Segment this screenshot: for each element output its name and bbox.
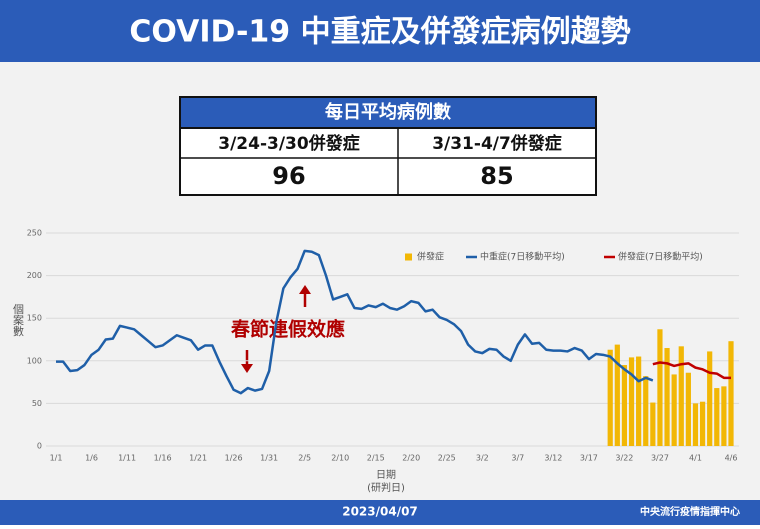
table-border xyxy=(179,96,597,196)
annotation: 春節連假效應 xyxy=(231,318,345,341)
table-column: 3/24-3/30併發症 xyxy=(218,133,359,154)
x-tick-label: 1/6 xyxy=(85,454,98,463)
y-tick-label: 50 xyxy=(32,399,42,408)
footer-date: 2023/04/07 xyxy=(342,505,418,519)
x-tick-label: 3/17 xyxy=(580,454,598,463)
line xyxy=(652,361,731,380)
y-tick-label: 250 xyxy=(27,229,42,238)
bar xyxy=(657,329,663,446)
table-column: 3/31-4/7併發症 xyxy=(432,133,562,154)
legend-label: 併發症(7日移動平均) xyxy=(618,251,703,263)
bar xyxy=(628,357,635,446)
bar xyxy=(650,402,656,446)
x-tick-label: 3/27 xyxy=(651,454,669,463)
arrow-head xyxy=(299,285,311,294)
y-tick-label: 200 xyxy=(27,271,42,280)
bar xyxy=(636,356,642,446)
bar xyxy=(607,349,613,446)
arrow-head xyxy=(241,364,253,373)
x-tick-label: 2/15 xyxy=(367,454,385,463)
bar xyxy=(692,403,699,446)
x-tick-label: 3/22 xyxy=(615,454,633,463)
x-tick-label: 1/21 xyxy=(189,454,207,463)
x-tick-label: 2/10 xyxy=(331,454,349,463)
legend-label: 中重症(7日移動平均) xyxy=(480,251,565,263)
footer-org: 中央流行疫情指揮中心 xyxy=(640,505,740,518)
x-tick-label: 3/7 xyxy=(511,454,524,463)
chart: 個案數 日期 (研判日) 春節連假效應 0 50 100 150 200 250 1/1 1/… xyxy=(12,229,739,494)
x-tick-label: 2/20 xyxy=(402,454,420,463)
legend-swatch xyxy=(405,253,412,261)
footer-band xyxy=(0,500,760,525)
summary-table: 每日平均病例數 3/24-3/30併發症 3/31-4/7併發症 96 85 xyxy=(179,96,597,196)
x-tick-label: 1/26 xyxy=(225,454,243,463)
header-band xyxy=(0,0,760,62)
x-tick-label: 2/25 xyxy=(438,454,456,463)
x-axis-note: (研判日) xyxy=(367,482,405,494)
x-tick-label: 4/1 xyxy=(689,454,702,463)
y-tick-label: 150 xyxy=(27,314,42,323)
bar xyxy=(721,386,727,446)
x-tick-label: 1/16 xyxy=(154,454,172,463)
table-value: 96 xyxy=(272,162,305,190)
x-tick-label: 1/1 xyxy=(50,454,63,463)
table-body xyxy=(180,128,596,195)
x-tick-label: 4/6 xyxy=(725,454,738,463)
bar xyxy=(664,348,670,446)
x-tick-label: 3/2 xyxy=(476,454,489,463)
table-value: 85 xyxy=(480,162,513,190)
bar xyxy=(714,388,720,446)
bar xyxy=(671,374,677,446)
bar xyxy=(621,365,628,446)
bar xyxy=(699,401,706,446)
page-title: COVID-19 中重症及併發症病例趨勢 xyxy=(129,15,630,50)
bar xyxy=(707,351,713,446)
bar xyxy=(728,341,734,446)
table-title: 每日平均病例數 xyxy=(325,101,451,123)
arrow-up xyxy=(299,285,311,307)
x-tick-label: 1/31 xyxy=(260,454,278,463)
y-tick-label: 100 xyxy=(27,356,42,365)
table-header xyxy=(180,97,596,128)
bar xyxy=(678,346,684,446)
bar xyxy=(685,372,691,446)
x-axis-label: 日期 xyxy=(376,469,396,481)
bar xyxy=(614,344,620,446)
arrow-down xyxy=(241,350,253,373)
legend-label: 併發症 xyxy=(417,251,444,263)
y-tick-label: 0 xyxy=(37,442,42,451)
line xyxy=(56,249,654,395)
y-axis-label: 個案數 xyxy=(12,303,25,337)
x-tick-label: 2/5 xyxy=(298,454,311,463)
x-tick-label: 1/11 xyxy=(118,454,136,463)
x-tick-label: 3/12 xyxy=(544,454,562,463)
bar xyxy=(643,376,649,446)
